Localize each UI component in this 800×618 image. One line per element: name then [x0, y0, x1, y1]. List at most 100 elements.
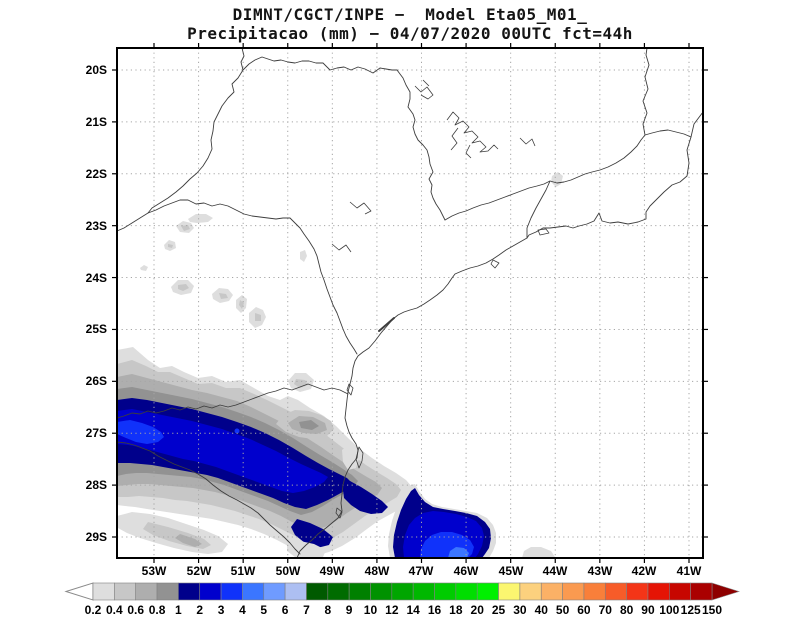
precip-area-1mm	[343, 481, 388, 514]
colorbar-tick-label: 2	[196, 603, 203, 617]
lat-label: 22S	[86, 167, 107, 181]
colorbar-tick-label: 7	[303, 603, 310, 617]
state-border-mg-rj	[444, 129, 692, 221]
colorbar-tick-label: 100	[659, 603, 679, 617]
lon-label: 51W	[231, 564, 256, 578]
precip-area-3mm	[117, 420, 164, 444]
colorbar-cell	[562, 582, 585, 601]
colorbar-cell	[498, 582, 521, 601]
colorbar-tick-label: 150	[702, 603, 722, 617]
lat-label: 25S	[86, 322, 107, 336]
colorbar-tick-label: 5	[260, 603, 267, 617]
precip-patch	[219, 293, 228, 299]
lat-label: 28S	[86, 478, 107, 492]
colorbar-tick-label: 8	[324, 603, 331, 617]
colorbar: 0.2 0.4 0.6 0.8 1 2 3 4 5 6 7 8 9 10 12 14 16 18 20 25 30 40 5…	[64, 582, 740, 617]
island-sao-francisco	[346, 383, 354, 396]
colorbar-cell	[391, 582, 414, 601]
y-axis-labels: 20S 21S 22S 23S 24S 25S 26S 27S 28S 29S	[86, 63, 107, 544]
precip-patch	[551, 172, 563, 187]
colorbar-tick-label: 18	[449, 603, 463, 617]
colorbar-cell	[519, 582, 542, 601]
x-axis-labels: 53W 52W 51W 50W 49W 48W 47W 46W 45W 44W …	[142, 564, 702, 578]
boundaries	[117, 48, 703, 558]
colorbar-cells	[92, 582, 713, 601]
lat-label: 27S	[86, 426, 107, 440]
colorbar-tick-label: 0.8	[149, 603, 166, 617]
colorbar-cell	[327, 582, 350, 601]
colorbar-tick-label: 40	[535, 603, 549, 617]
reservoir-tiete	[349, 201, 372, 215]
island-ilhabela	[490, 259, 500, 269]
reservoir-rio-grande	[414, 79, 434, 100]
precip-area-1mm	[291, 519, 333, 548]
lat-label: 29S	[86, 530, 107, 544]
lon-label: 50W	[276, 564, 301, 578]
axis-ticks	[112, 43, 708, 563]
reservoir-furnas	[446, 111, 499, 159]
colorbar-tick-label: 20	[471, 603, 485, 617]
colorbar-cell	[669, 582, 691, 601]
colorbar-tick-label: 3	[218, 603, 225, 617]
lon-label: 42W	[632, 564, 657, 578]
precip-patch	[342, 444, 359, 470]
colorbar-tick-label: 25	[492, 603, 506, 617]
lon-label: 49W	[320, 564, 345, 578]
precip-patch	[181, 225, 190, 231]
colorbar-cell	[370, 582, 393, 601]
colorbar-cell	[604, 582, 627, 601]
lon-label: 52W	[187, 564, 212, 578]
precip-patch	[300, 250, 307, 262]
colorbar-tick-label: 125	[681, 603, 701, 617]
lon-label: 47W	[409, 564, 434, 578]
colorbar-tick-label: 0.2	[85, 603, 102, 617]
precip-area-3mm	[234, 428, 240, 434]
lagoon-laguna	[335, 507, 343, 519]
colorbar-cell	[220, 582, 243, 601]
precip-area-2mm	[117, 409, 328, 493]
colorbar-tick-label: 4	[239, 603, 246, 617]
state-border-sp-mg	[396, 69, 446, 221]
colorbar-cell	[156, 582, 179, 601]
colorbar-tick-label: 30	[513, 603, 527, 617]
colorbar-cell	[263, 582, 286, 601]
colorbar-tick-label: 9	[346, 603, 353, 617]
lat-label: 23S	[86, 219, 107, 233]
state-border-sp-pr	[147, 199, 358, 355]
colorbar-overflow-arrow	[711, 582, 740, 601]
island-florianopolis	[355, 446, 364, 469]
lat-label: 21S	[86, 115, 107, 129]
colorbar-tick-label: 90	[641, 603, 655, 617]
state-border-sc-rs	[117, 441, 301, 555]
lat-label: 20S	[86, 63, 107, 77]
colorbar-cell	[306, 582, 329, 601]
colorbar-cell	[242, 582, 265, 601]
colorbar-tick-label: 14	[406, 603, 420, 617]
precip-patch	[168, 244, 173, 248]
colorbar-cell	[114, 582, 136, 601]
coastline	[296, 111, 703, 558]
colorbar-cell	[199, 582, 222, 601]
precip-area-4mm	[448, 547, 469, 558]
precip-patch	[299, 420, 319, 430]
reservoir-rj	[519, 137, 536, 147]
colorbar-tick-label: 60	[577, 603, 591, 617]
precip-area-0.2mm	[522, 547, 555, 558]
precip-patch	[287, 541, 326, 557]
precip-patch	[178, 284, 189, 291]
colorbar-underflow-arrow	[64, 582, 94, 601]
colorbar-tick-label: 6	[282, 603, 289, 617]
colorbar-cell	[583, 582, 606, 601]
colorbar-tick-label: 0.4	[106, 603, 123, 617]
colorbar-cell	[476, 582, 499, 601]
lon-label: 53W	[142, 564, 167, 578]
reservoir-paranapanema	[331, 243, 352, 253]
state-border-pr-sc	[117, 383, 349, 419]
lon-label: 43W	[588, 564, 613, 578]
lon-label: 46W	[454, 564, 479, 578]
lon-label: 48W	[365, 564, 390, 578]
colorbar-cell	[626, 582, 649, 601]
colorbar-tick-label: 10	[364, 603, 378, 617]
